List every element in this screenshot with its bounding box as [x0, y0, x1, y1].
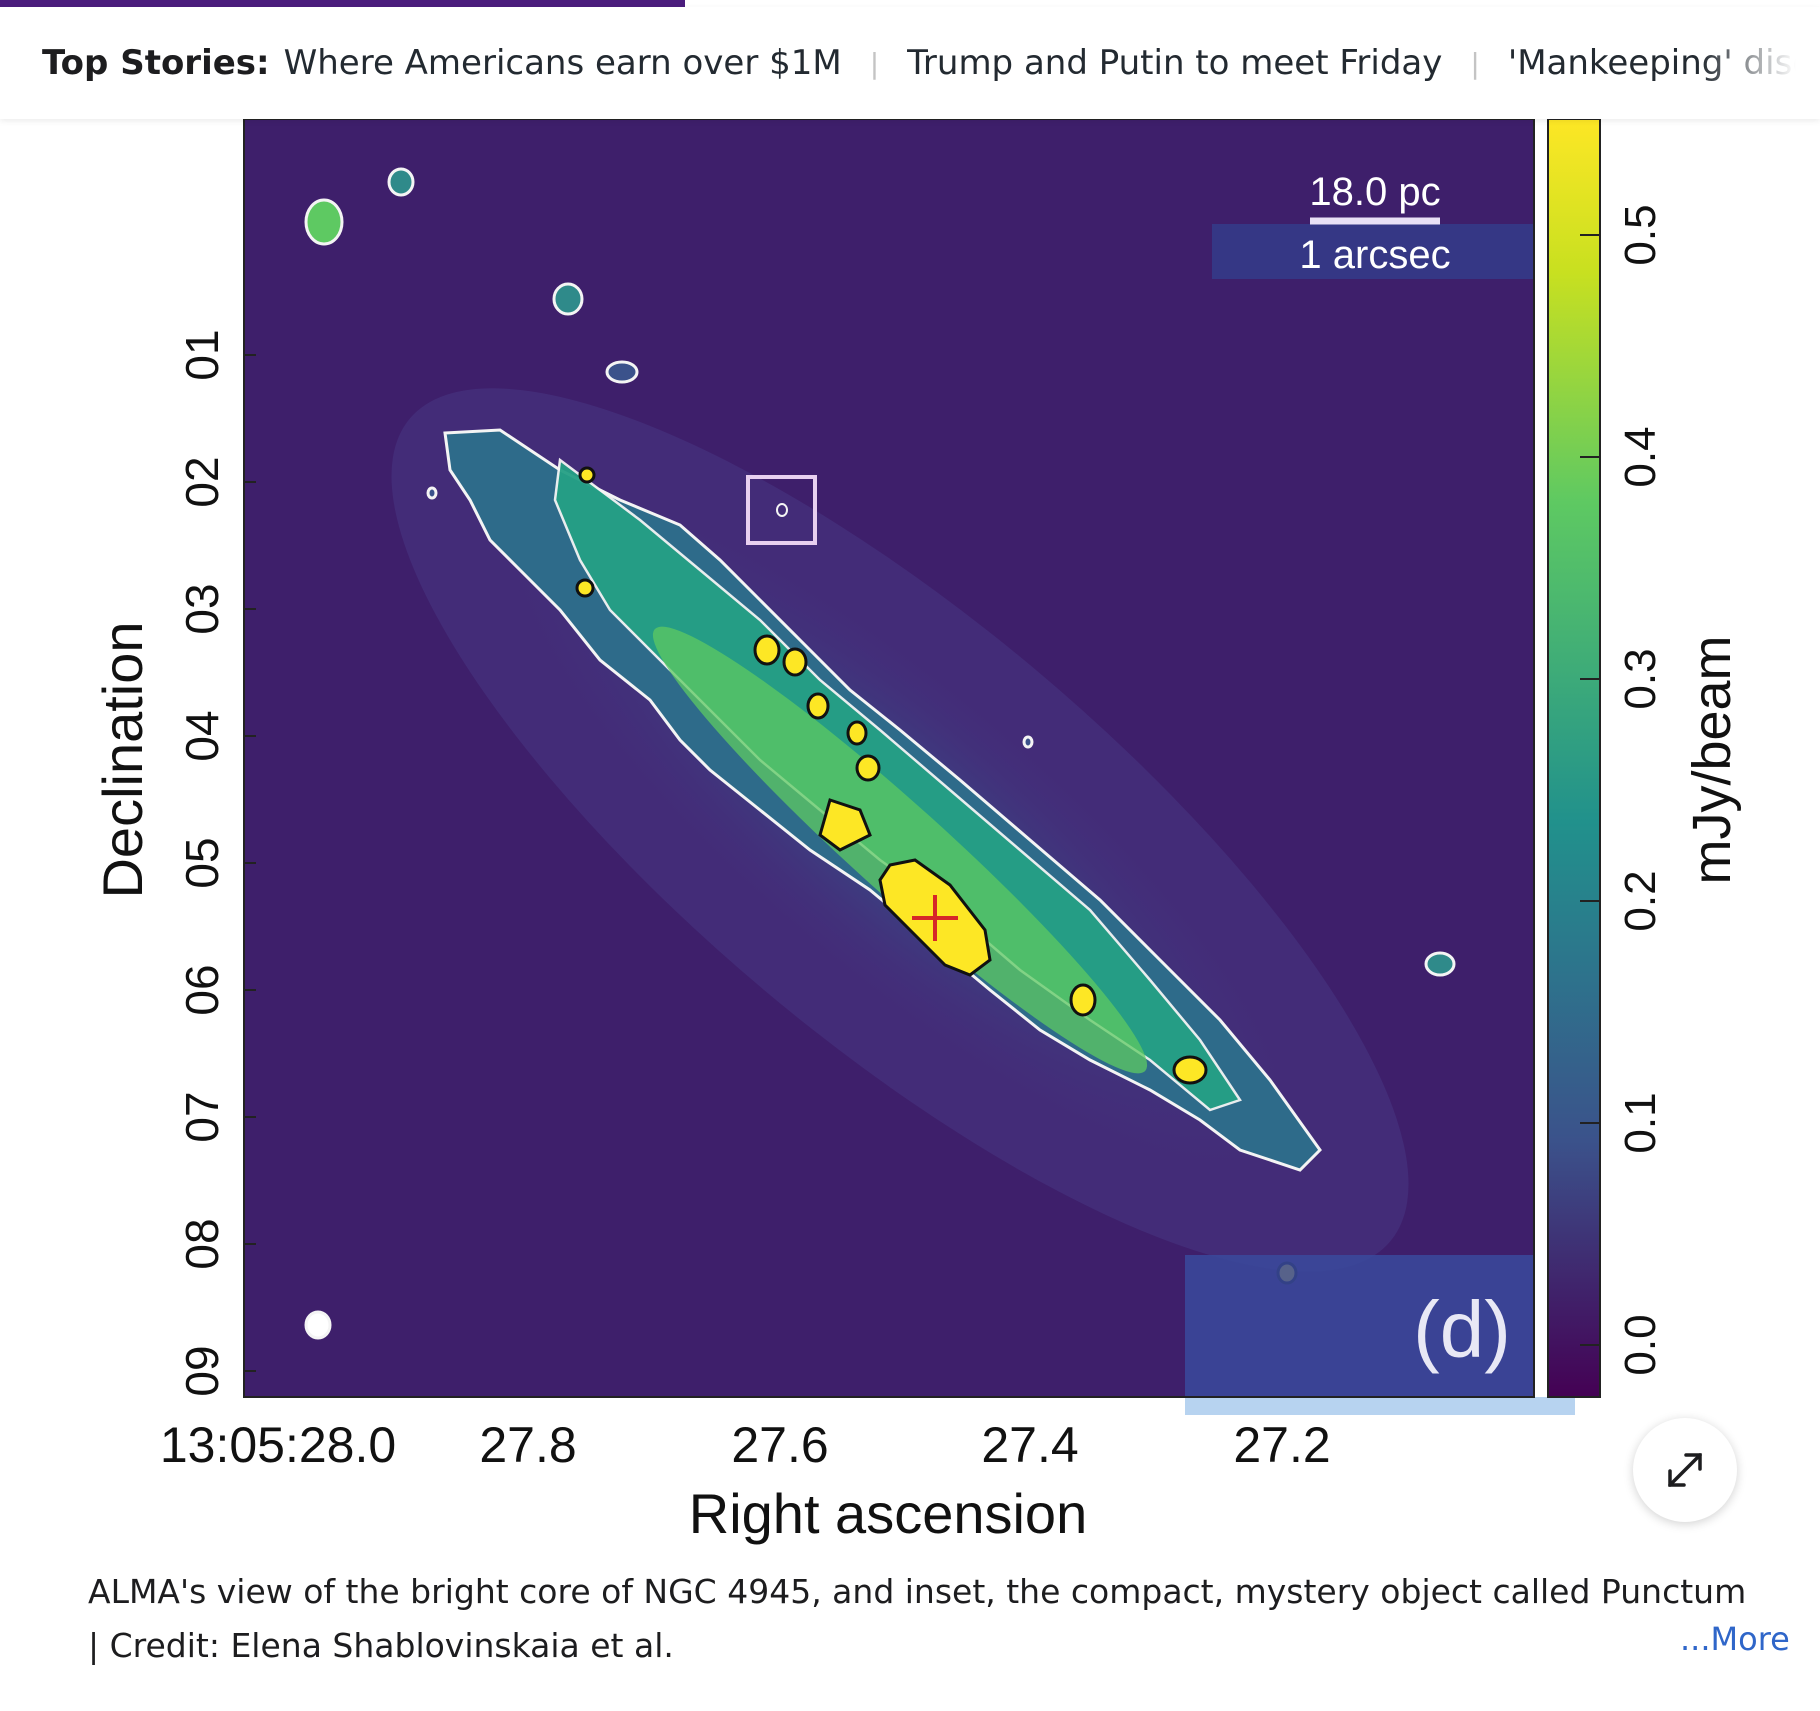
yellow-knot — [818, 798, 872, 852]
story-link-1[interactable]: Where Americans earn over $1M — [283, 43, 842, 83]
top-stories-ticker: Top Stories: Where Americans earn over $… — [0, 7, 1820, 119]
colorbar-tick-label: 0.0 — [1616, 1314, 1665, 1375]
y-tick-label: 06 — [176, 964, 228, 1015]
x-tick-label: 27.4 — [981, 1417, 1078, 1473]
isolated-sources — [304, 167, 1456, 1340]
y-tick-label: 08 — [176, 1218, 228, 1269]
panel-label: (d) — [1413, 1285, 1511, 1374]
green-ridge — [652, 626, 1148, 1074]
colorbar-tick-label: 0.5 — [1616, 204, 1665, 265]
plot-frame — [243, 119, 1535, 1398]
alma-image-figure[interactable]: 18.0 pc 1 arcsec (d) 010203040506070809 … — [0, 119, 1820, 1549]
caption-text: ALMA's view of the bright core of NGC 49… — [88, 1572, 1747, 1611]
x-axis-label: Right ascension — [689, 1482, 1087, 1545]
red-cross-marker — [912, 895, 958, 941]
y-tick-labels: 01 02 03 04 05 06 07 08 09 — [176, 329, 256, 1397]
caption-credit: | Credit: Elena Shablovinskaia et al. — [88, 1626, 674, 1665]
scale-bar-top-label: 18.0 pc — [1309, 170, 1440, 214]
x-tick-label: 13:05:28.0 — [160, 1417, 396, 1473]
expand-arrows-icon — [1668, 1453, 1702, 1487]
reading-progress-bar — [0, 0, 685, 7]
colorbar-tick-labels: 0.0 0.1 0.2 0.3 0.4 0.5 — [1580, 204, 1665, 1376]
y-tick-label: 02 — [176, 456, 228, 507]
colorbar-tick-label: 0.1 — [1616, 1092, 1665, 1153]
colorbar-tick-label: 0.3 — [1616, 648, 1665, 709]
y-tick-label: 04 — [176, 710, 228, 761]
inset-box — [746, 475, 817, 545]
ticker-separator: | — [869, 46, 880, 80]
ticker-fade — [1700, 7, 1820, 119]
x-tick-labels: 13:05:28.0 27.8 27.6 27.4 27.2 — [160, 1417, 1331, 1473]
x-tick-label: 27.2 — [1233, 1417, 1330, 1473]
y-tick-label: 05 — [176, 837, 228, 888]
caption-more-link[interactable]: ...More — [1660, 1620, 1790, 1658]
story-link-2[interactable]: Trump and Putin to meet Friday — [907, 43, 1443, 83]
punctum-source — [776, 503, 788, 517]
panel-label-box — [1185, 1255, 1534, 1397]
scale-bar-bottom-label: 1 arcsec — [1299, 233, 1450, 277]
colorbar-tick-label: 0.4 — [1616, 426, 1665, 487]
ticker-separator: | — [1470, 46, 1480, 80]
y-tick-label: 07 — [176, 1091, 228, 1142]
panel-label-highlight — [1185, 1397, 1575, 1415]
y-tick-label: 09 — [176, 1345, 228, 1396]
x-tick-label: 27.6 — [731, 1417, 828, 1473]
top-stories-label: Top Stories: — [42, 43, 270, 83]
scale-bar-box — [1212, 224, 1534, 279]
expand-image-button[interactable] — [1633, 1418, 1737, 1522]
y-tick-label: 01 — [176, 329, 228, 380]
y-tick-label: 03 — [176, 583, 228, 634]
colorbar-tick-label: 0.2 — [1616, 870, 1665, 931]
y-axis-label: Declination — [91, 621, 154, 898]
image-caption: ALMA's view of the bright core of NGC 49… — [88, 1565, 1768, 1673]
colorbar-label: mJy/beam — [1682, 635, 1742, 884]
colorbar — [1547, 119, 1601, 1398]
x-tick-label: 27.8 — [479, 1417, 576, 1473]
